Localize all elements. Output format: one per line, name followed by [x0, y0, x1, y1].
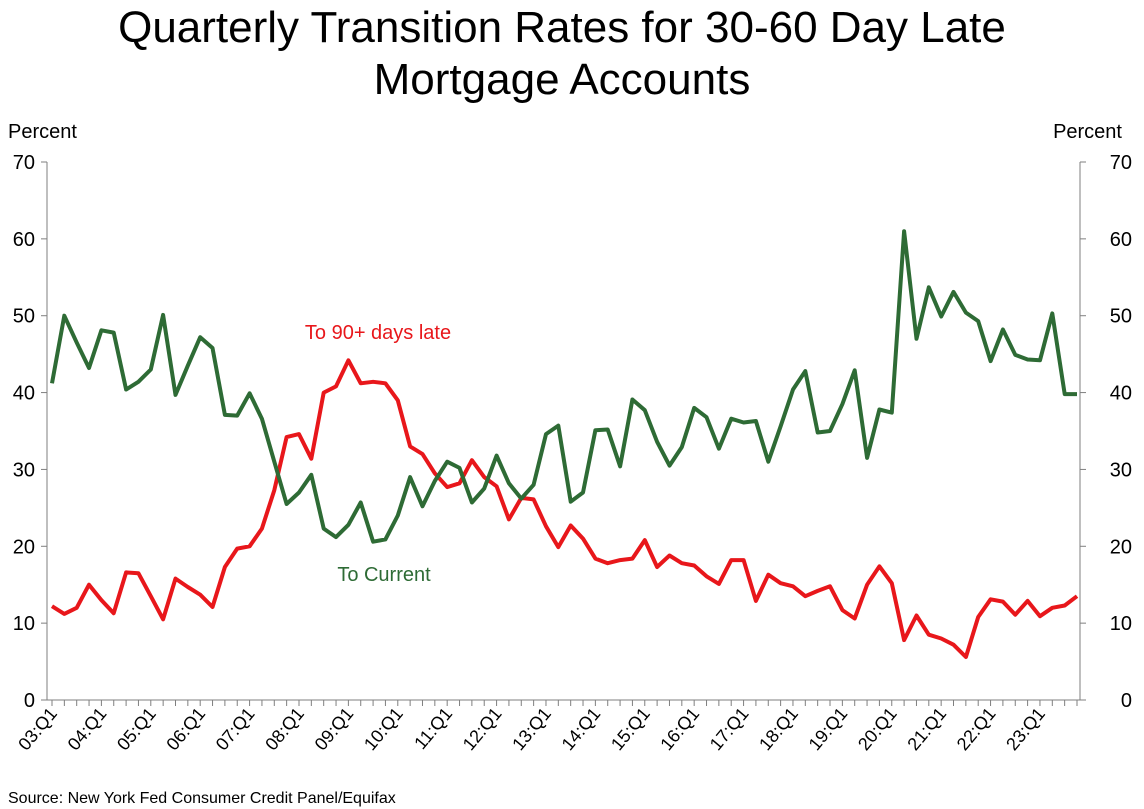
x-tick-label: 19:Q1 — [805, 704, 852, 754]
x-tick-label: 12:Q1 — [459, 704, 506, 754]
series-annotation: To Current — [337, 564, 431, 586]
y2-tick-label: 30 — [1110, 459, 1132, 481]
x-tick-label: 10:Q1 — [360, 704, 407, 754]
x-tick-label: 11:Q1 — [410, 704, 456, 753]
x-tick-label: 04:Q1 — [64, 704, 111, 754]
chart-title: Quarterly Transition Rates for 30-60 Day… — [118, 3, 1006, 104]
x-tick-label: 16:Q1 — [656, 704, 703, 754]
y-tick-label: 40 — [13, 383, 35, 405]
y-tick-label: 20 — [13, 536, 35, 558]
x-tick-label: 03:Q1 — [14, 704, 61, 754]
y-tick-label: 10 — [13, 613, 35, 635]
y2-tick-label: 20 — [1110, 536, 1132, 558]
x-tick-label: 23:Q1 — [1002, 704, 1049, 754]
y2-tick-label: 10 — [1110, 613, 1132, 635]
x-tick-label: 13:Q1 — [508, 704, 555, 754]
x-tick-label: 09:Q1 — [311, 704, 358, 754]
y2-axis-label: Percent — [1053, 121, 1122, 143]
series-annotation: To 90+ days late — [305, 322, 451, 344]
y2-tick-label: 70 — [1110, 152, 1132, 174]
y-tick-label: 60 — [13, 229, 35, 251]
x-tick-label: 22:Q1 — [953, 704, 1000, 754]
y2-tick-label: 40 — [1110, 383, 1132, 405]
x-tick-label: 05:Q1 — [113, 704, 160, 754]
x-tick-label: 17:Q1 — [706, 704, 753, 754]
y-tick-label: 70 — [13, 152, 35, 174]
y2-tick-label: 50 — [1110, 306, 1132, 328]
x-tick-label: 20:Q1 — [854, 704, 901, 754]
y2-tick-label: 0 — [1121, 690, 1132, 712]
y-tick-label: 50 — [13, 306, 35, 328]
x-tick-label: 18:Q1 — [755, 704, 802, 754]
x-tick-label: 07:Q1 — [212, 704, 259, 754]
y-axis-label: Percent — [8, 121, 77, 143]
y-tick-label: 0 — [24, 690, 35, 712]
x-tick-label: 15:Q1 — [607, 704, 654, 754]
x-tick-label: 08:Q1 — [261, 704, 308, 754]
x-tick-label: 06:Q1 — [162, 704, 209, 754]
series-line — [50, 229, 1077, 544]
x-tick-label: 14:Q1 — [558, 704, 605, 754]
y2-tick-label: 60 — [1110, 229, 1132, 251]
x-tick-label: 21:Q1 — [903, 704, 950, 754]
source-note: Source: New York Fed Consumer Credit Pan… — [8, 790, 396, 807]
series-line — [50, 358, 1079, 659]
y-tick-label: 30 — [13, 459, 35, 481]
